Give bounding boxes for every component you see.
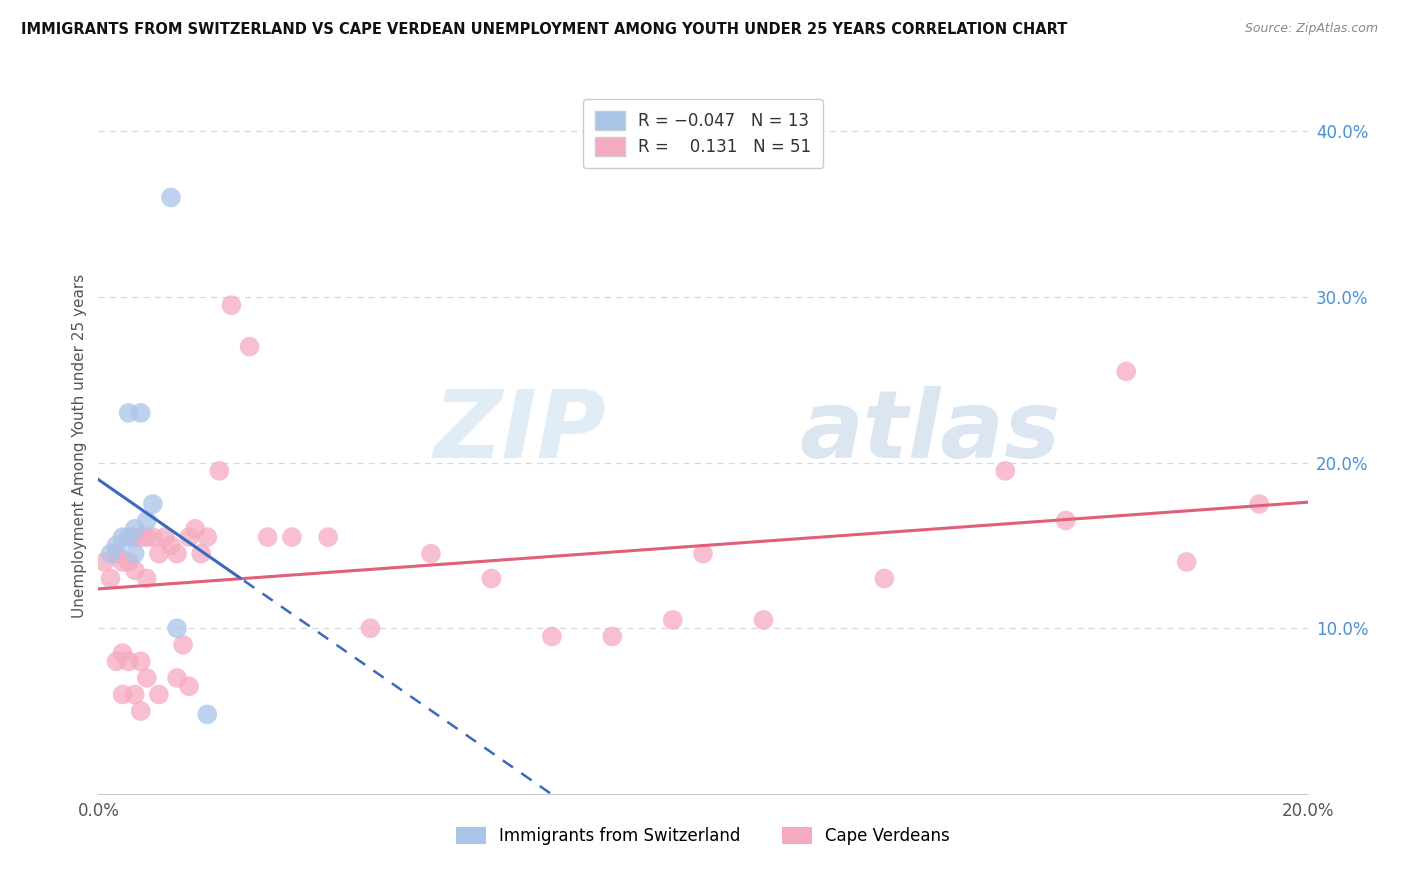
Point <box>184 522 207 536</box>
Point <box>142 530 165 544</box>
Point <box>124 530 146 544</box>
Point <box>129 704 152 718</box>
Point <box>692 547 714 561</box>
Point <box>124 522 146 536</box>
Point <box>100 572 122 586</box>
Legend: Immigrants from Switzerland, Cape Verdeans: Immigrants from Switzerland, Cape Verdea… <box>446 817 960 855</box>
Point <box>195 530 218 544</box>
Point <box>111 530 134 544</box>
Point <box>1115 364 1137 378</box>
Point <box>179 530 201 544</box>
Point <box>118 530 141 544</box>
Point <box>135 572 157 586</box>
Point <box>135 671 157 685</box>
Point <box>118 555 141 569</box>
Point <box>166 671 188 685</box>
Point <box>129 654 152 668</box>
Point <box>111 646 134 660</box>
Y-axis label: Unemployment Among Youth under 25 years: Unemployment Among Youth under 25 years <box>72 274 87 618</box>
Point <box>179 679 201 693</box>
Point <box>148 688 170 702</box>
Point <box>166 621 188 635</box>
Point <box>661 613 683 627</box>
Point <box>481 572 503 586</box>
Point <box>124 563 146 577</box>
Point <box>118 654 141 668</box>
Point <box>540 630 562 644</box>
Point <box>994 464 1017 478</box>
Point <box>105 538 128 552</box>
Text: ZIP: ZIP <box>433 386 606 478</box>
Point <box>160 190 183 204</box>
Point <box>124 547 146 561</box>
Point <box>105 654 128 668</box>
Point <box>239 340 262 354</box>
Text: IMMIGRANTS FROM SWITZERLAND VS CAPE VERDEAN UNEMPLOYMENT AMONG YOUTH UNDER 25 YE: IMMIGRANTS FROM SWITZERLAND VS CAPE VERD… <box>21 22 1067 37</box>
Point <box>135 514 157 528</box>
Point <box>111 688 134 702</box>
Point <box>360 621 382 635</box>
Point <box>195 707 218 722</box>
Point <box>129 406 152 420</box>
Point <box>111 555 134 569</box>
Point <box>873 572 896 586</box>
Point <box>153 530 176 544</box>
Point <box>256 530 278 544</box>
Point <box>124 688 146 702</box>
Point <box>93 555 115 569</box>
Point <box>1054 514 1077 528</box>
Point <box>420 547 443 561</box>
Point <box>129 530 152 544</box>
Point <box>752 613 775 627</box>
Point <box>208 464 231 478</box>
Point <box>100 547 122 561</box>
Point <box>190 547 212 561</box>
Point <box>316 530 339 544</box>
Point <box>281 530 304 544</box>
Point <box>221 298 243 312</box>
Point <box>148 547 170 561</box>
Text: Source: ZipAtlas.com: Source: ZipAtlas.com <box>1244 22 1378 36</box>
Point <box>118 406 141 420</box>
Point <box>160 538 183 552</box>
Point <box>142 497 165 511</box>
Point <box>1249 497 1271 511</box>
Point <box>105 547 128 561</box>
Text: atlas: atlas <box>800 386 1062 478</box>
Point <box>135 530 157 544</box>
Point <box>602 630 624 644</box>
Point <box>166 547 188 561</box>
Point <box>172 638 194 652</box>
Point <box>1175 555 1198 569</box>
